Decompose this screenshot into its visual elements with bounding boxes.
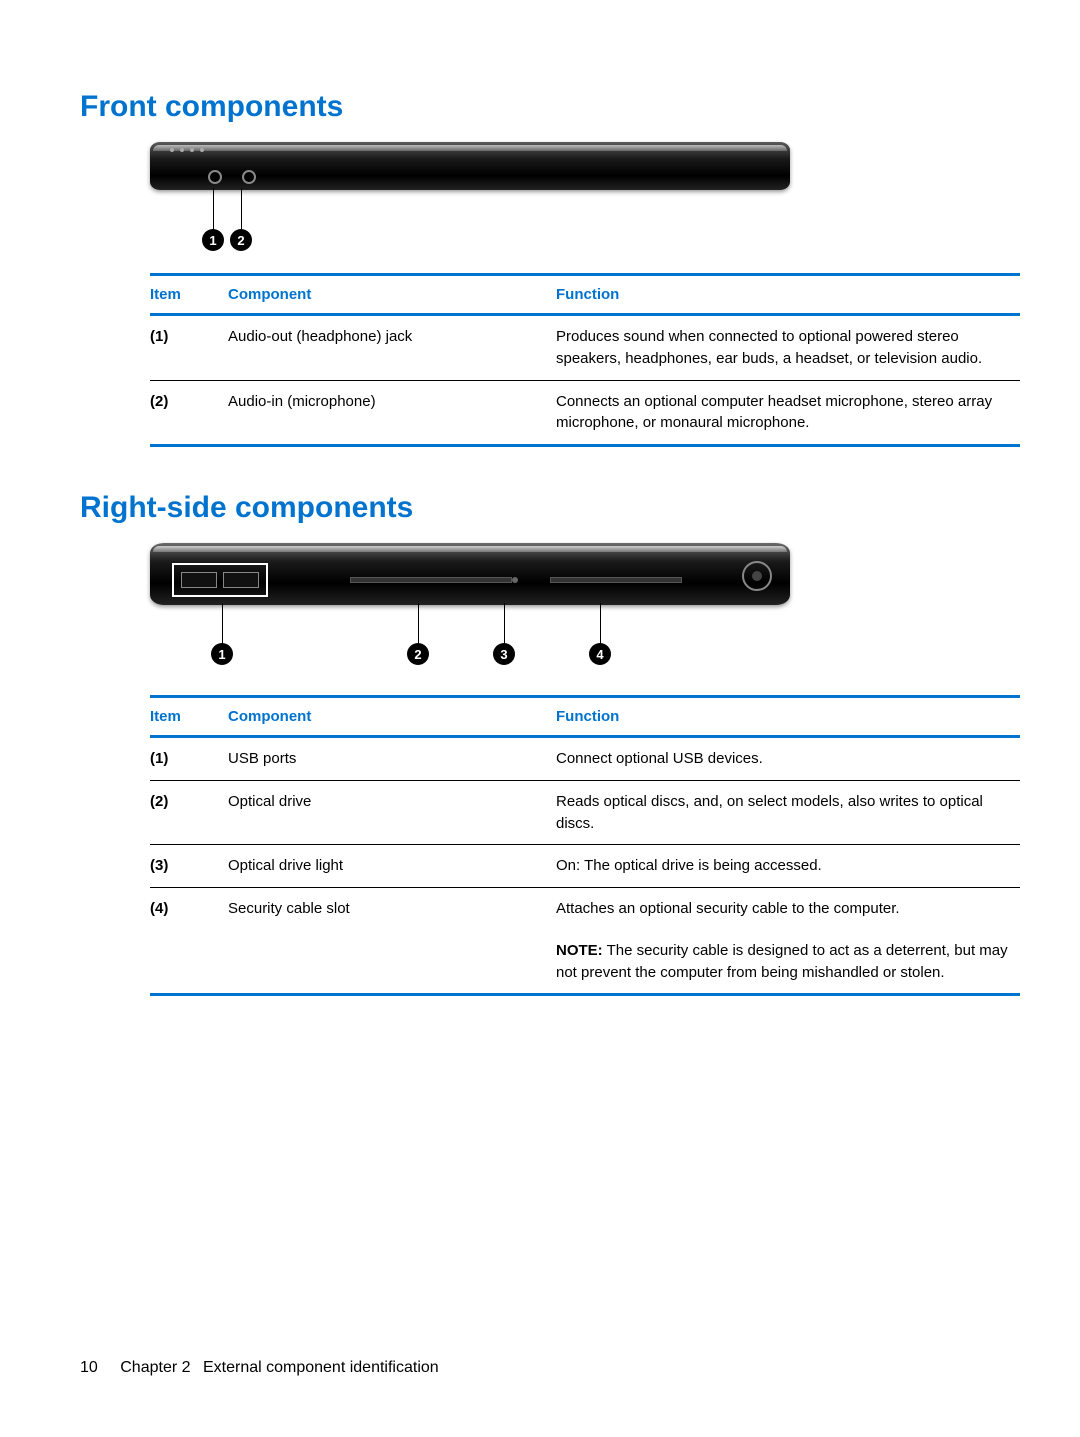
table-row: (2) Audio-in (microphone) Connects an op… [150,380,1020,446]
col-header-item: Item [150,697,228,737]
table-row: (4) Security cable slot Attaches an opti… [150,888,1020,930]
callout-badge: 2 [407,643,429,665]
callout-badge: 2 [230,229,252,251]
table-front-components: Item Component Function (1) Audio-out (h… [150,273,1020,447]
callout-badge: 3 [493,643,515,665]
table-row: (1) Audio-out (headphone) jack Produces … [150,315,1020,381]
page-number: 10 [80,1359,98,1376]
note-text: The security cable is designed to act as… [556,942,1008,981]
table-row: (3) Optical drive light On: The optical … [150,845,1020,888]
heading-front-components: Front components [80,90,1000,124]
diagram-right-side: 1 2 3 4 [150,543,1000,667]
table-row: (1) USB ports Connect optional USB devic… [150,737,1020,781]
table-right-side-components: Item Component Function (1) USB ports Co… [150,695,1020,996]
page-footer: 10 Chapter 2 External component identifi… [80,1359,439,1377]
laptop-side-illustration [150,543,790,605]
col-header-component: Component [228,697,556,737]
col-header-function: Function [556,697,1020,737]
table-row-note: NOTE: The security cable is designed to … [150,930,1020,995]
heading-right-side-components: Right-side components [80,491,1000,525]
diagram-front: 1 2 [150,142,1000,253]
callout-badge: 1 [202,229,224,251]
callout-badge: 4 [589,643,611,665]
chapter-title: External component identification [203,1359,439,1376]
table-row: (2) Optical drive Reads optical discs, a… [150,780,1020,845]
chapter-label: Chapter 2 [120,1359,190,1376]
laptop-front-illustration [150,142,790,190]
col-header-item: Item [150,275,228,315]
note-label: NOTE: [556,942,603,959]
callout-badge: 1 [211,643,233,665]
col-header-component: Component [228,275,556,315]
col-header-function: Function [556,275,1020,315]
